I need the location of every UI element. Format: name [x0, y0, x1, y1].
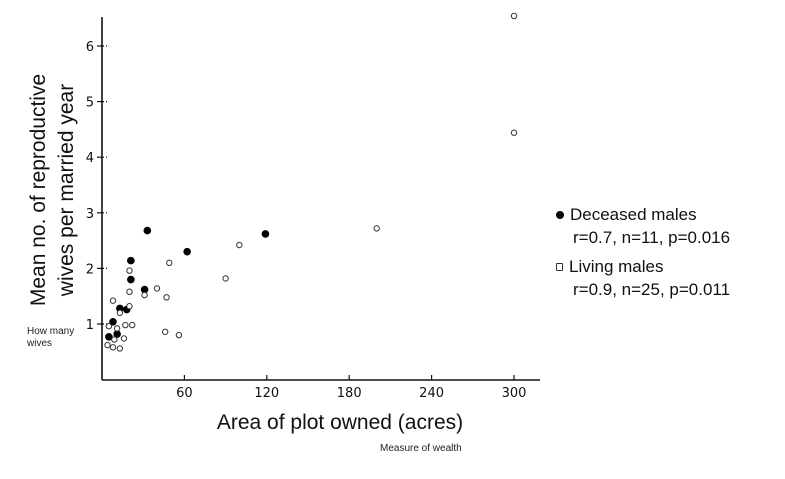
legend-label-deceased: Deceased males [570, 205, 697, 224]
data-point-deceased [109, 317, 117, 326]
x-axis-title: Area of plot owned (acres) [217, 411, 463, 434]
data-point-living [510, 129, 518, 136]
data-point-living [163, 294, 170, 301]
y-axis-title-line1: Mean no. of reproductive [27, 74, 50, 306]
x-tick-label: 240 [419, 386, 444, 401]
data-point-deceased [143, 226, 152, 235]
x-tick-label: 120 [254, 386, 279, 401]
legend-stats-living: r=0.9, n=25, p=0.011 [573, 280, 731, 299]
y-tick-label: 6 [86, 40, 94, 55]
data-point-living [373, 225, 380, 232]
y-tick-label: 5 [86, 96, 94, 111]
y-tick-label: 1 [86, 318, 94, 333]
data-point-deceased [261, 230, 270, 238]
data-point-living [105, 323, 113, 330]
y-tick-label: 3 [86, 207, 94, 222]
data-point-living [122, 321, 129, 329]
y-axis-annotation: How many wives [27, 326, 75, 349]
data-point-living [116, 345, 124, 352]
data-point-deceased [105, 332, 113, 341]
data-point-living [126, 288, 133, 295]
data-point-living [126, 267, 133, 274]
data-point-living [109, 297, 117, 304]
legend-stats-deceased: r=0.7, n=11, p=0.016 [573, 228, 731, 247]
data-point-living [222, 275, 229, 282]
y-tick-label: 4 [86, 151, 94, 166]
data-point-living [120, 335, 128, 342]
x-axis-annotation: Measure of wealth [380, 443, 462, 454]
filled-circle-icon [556, 210, 564, 219]
y-axis-title-line2: wives per married year [55, 84, 78, 297]
chart-legend: Deceased males r=0.7, n=11, p=0.016 Livi… [556, 203, 730, 307]
data-point-deceased [113, 330, 121, 338]
legend-entry-deceased: Deceased males r=0.7, n=11, p=0.016 [556, 203, 730, 249]
legend-label-living: Living males [569, 257, 664, 276]
data-point-deceased [140, 285, 149, 294]
y-tick-label: 2 [86, 262, 94, 277]
data-point-deceased [127, 256, 135, 265]
x-tick-label: 180 [337, 386, 362, 401]
data-point-living [113, 325, 121, 332]
axis-ticks: 1 2 3 4 5 6 60 120 180 240 300 [86, 40, 527, 401]
data-point-living [153, 285, 161, 292]
data-point-living [510, 12, 518, 20]
x-tick-label: 60 [176, 386, 193, 401]
data-point-living [116, 309, 124, 317]
data-point-living [129, 321, 136, 329]
data-point-deceased [183, 247, 191, 256]
data-point-living [109, 344, 117, 351]
data-point-living [236, 241, 243, 249]
data-point-deceased [127, 275, 135, 284]
open-circle-icon [556, 262, 563, 271]
data-point-living [166, 259, 173, 267]
x-tick-label: 300 [502, 386, 527, 401]
data-point-living [161, 328, 169, 335]
data-point-living [104, 341, 111, 349]
data-point-living [141, 291, 148, 299]
legend-entry-living: Living males r=0.9, n=25, p=0.011 [556, 255, 730, 301]
data-point-living [111, 336, 118, 343]
data-point-living [175, 331, 183, 339]
data-points [104, 12, 518, 352]
data-point-living [126, 303, 133, 310]
